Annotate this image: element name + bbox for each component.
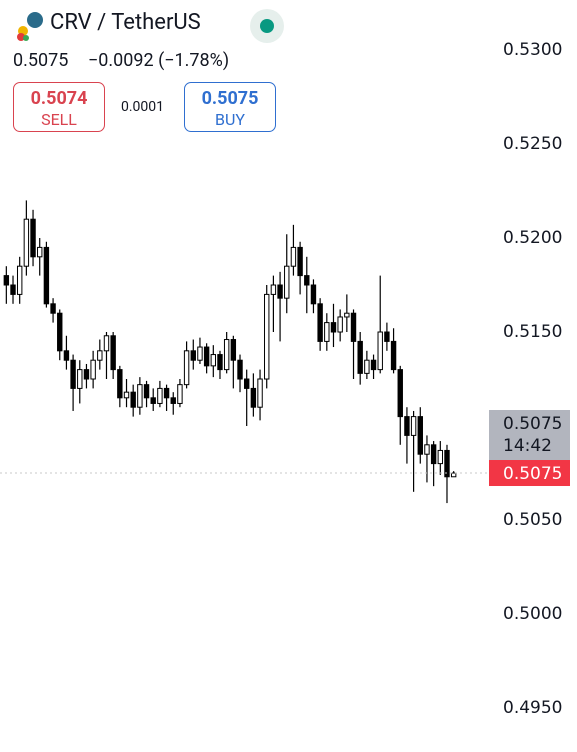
candle-body	[243, 378, 250, 389]
candle-body	[310, 284, 317, 305]
buy-label: BUY	[215, 110, 245, 129]
candle-body	[50, 303, 56, 314]
candle-body	[277, 284, 283, 299]
candle-body	[437, 449, 444, 465]
spread: 0.0001	[121, 99, 165, 115]
status-indicator	[250, 9, 284, 43]
candle-body	[137, 384, 143, 408]
y-tick-label: 0.5250	[503, 134, 562, 154]
candle-body	[63, 350, 70, 361]
candle-body	[10, 284, 16, 295]
buy-price: 0.5075	[201, 88, 259, 109]
candle-body	[223, 339, 230, 371]
candle-body	[123, 391, 130, 399]
candle-body	[250, 387, 257, 408]
candle-body	[364, 359, 370, 374]
price-change: −0.0092 (−1.78%)	[88, 50, 230, 71]
candle-body	[130, 391, 136, 408]
candle-body	[404, 416, 410, 436]
candle-body	[297, 246, 303, 277]
candle-body	[3, 275, 10, 286]
last-price: 0.5075	[13, 50, 69, 71]
candle-body	[157, 387, 163, 404]
candle-body	[90, 359, 96, 380]
candle-body	[203, 346, 210, 367]
candle-body	[97, 350, 103, 361]
candle-body	[370, 359, 377, 371]
candle-body	[257, 378, 263, 408]
y-tick-label: 0.4950	[503, 698, 562, 718]
candle-body	[70, 359, 76, 389]
candle-body	[163, 387, 170, 399]
candle-body	[150, 397, 156, 404]
candle-body	[384, 331, 390, 342]
candle-body	[444, 449, 450, 478]
candle-body	[330, 322, 337, 333]
y-tick-label: 0.5200	[503, 228, 562, 248]
sell-label: SELL	[41, 110, 77, 129]
candle-body	[410, 416, 417, 436]
candle-body	[417, 416, 423, 455]
symbol[interactable]: CRV / TetherUS	[50, 10, 201, 35]
candle-body	[177, 384, 183, 404]
last-price-box	[489, 460, 570, 487]
candle-body	[77, 369, 83, 389]
candle-body	[83, 369, 90, 380]
candle-body	[317, 303, 323, 342]
candle-body	[43, 246, 50, 305]
candle-body	[30, 218, 36, 258]
candle-body	[284, 265, 290, 299]
y-tick-label: 0.5300	[503, 40, 562, 60]
candle-body	[117, 369, 123, 399]
candle-body	[183, 350, 190, 386]
header: CRV / TetherUS 0.5075 −0.0092 (−1.78%) 0…	[0, 0, 480, 140]
candle-body	[424, 444, 430, 455]
coin-logo	[17, 12, 43, 41]
candle-body	[103, 335, 110, 352]
candle-body	[324, 322, 330, 342]
y-tick-label: 0.5150	[503, 322, 562, 342]
candle-body	[210, 354, 217, 367]
candle-body	[430, 444, 437, 465]
candle-body	[110, 335, 116, 371]
candle-body	[57, 312, 63, 352]
candle-body	[264, 293, 270, 380]
candle-body	[197, 346, 203, 361]
candle-body	[397, 369, 403, 418]
candle-body	[190, 350, 196, 361]
sell-price: 0.5074	[30, 88, 88, 109]
candle-body	[290, 246, 297, 267]
countdown-price: 0.5075	[503, 414, 562, 434]
countdown-time: 14:42	[503, 436, 552, 456]
candle-body	[230, 339, 237, 361]
candle-body	[390, 340, 397, 371]
candle-body	[23, 218, 30, 267]
sell-button[interactable]: 0.5074 SELL	[13, 82, 105, 132]
y-tick-label: 0.5000	[503, 604, 562, 624]
candle-body	[270, 284, 277, 295]
candle-body	[344, 312, 350, 318]
last-price-label: 0.5075	[503, 464, 562, 484]
countdown-box	[489, 410, 570, 461]
candle-body	[143, 384, 150, 399]
y-tick-label: 0.5050	[503, 510, 562, 530]
buy-button[interactable]: 0.5075 BUY	[184, 82, 276, 132]
candle-body	[170, 397, 176, 404]
candle-body	[237, 359, 243, 380]
candle-body	[217, 354, 223, 371]
candle-body	[37, 246, 43, 258]
candle-body	[377, 331, 383, 371]
candle-body	[450, 472, 457, 478]
candle-body	[304, 275, 310, 286]
candle-body	[357, 340, 363, 374]
candle-body	[337, 316, 343, 333]
candle-body	[16, 265, 23, 295]
candle-body	[350, 312, 357, 342]
